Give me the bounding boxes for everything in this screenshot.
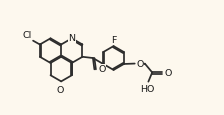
Text: F: F xyxy=(111,35,116,44)
Text: O: O xyxy=(57,85,64,94)
Text: O: O xyxy=(164,68,172,77)
Text: N: N xyxy=(68,34,75,43)
Text: HO: HO xyxy=(140,84,155,93)
Text: O: O xyxy=(136,59,144,68)
Text: Cl: Cl xyxy=(22,31,31,40)
Text: O: O xyxy=(98,65,105,74)
